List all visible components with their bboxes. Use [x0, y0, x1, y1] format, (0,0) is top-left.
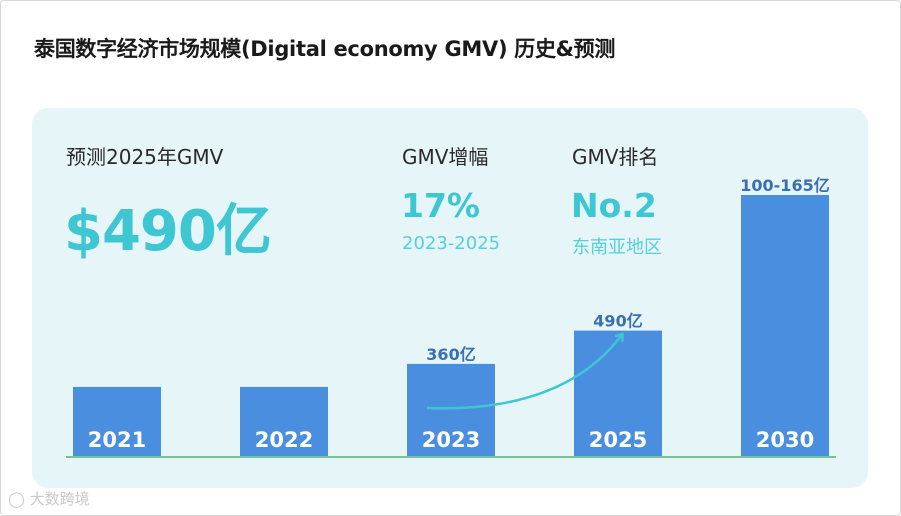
- data-label-2025: 490亿: [593, 312, 642, 331]
- x-tick-label-2022: 2022: [255, 428, 313, 452]
- bar-2023: [407, 363, 495, 456]
- growth-label: GMV增幅: [402, 145, 489, 169]
- watermark-logo-icon: ◯: [8, 490, 25, 508]
- rank-region: 东南亚地区: [572, 237, 662, 258]
- growth-period: 2023-2025: [402, 233, 501, 254]
- x-tick-label-2030: 2030: [756, 428, 814, 452]
- growth-value: 17%: [401, 186, 480, 225]
- x-tick-label-2025: 2025: [589, 428, 647, 452]
- watermark-text: 大数跨境: [29, 490, 90, 508]
- bar-2025: [574, 330, 662, 456]
- forecast-label: 预测2025年GMV: [66, 145, 224, 169]
- rank-label: GMV排名: [572, 145, 659, 169]
- bar-2022: [240, 386, 328, 456]
- rank-value: No.2: [571, 186, 657, 225]
- x-tick-label-2021: 2021: [88, 428, 146, 452]
- trend-arrow-icon: [426, 335, 622, 410]
- x-tick-label-2023: 2023: [422, 428, 480, 452]
- forecast-value: $490亿: [64, 199, 272, 264]
- data-label-2023: 360亿: [426, 345, 475, 364]
- page-title: 泰国数字经济市场规模(Digital economy GMV) 历史&预测: [34, 37, 616, 61]
- bar-2030: [741, 195, 829, 456]
- data-label-2030: 100-165亿: [740, 176, 829, 195]
- bar-2021: [73, 386, 161, 456]
- watermark: ◯ 大数跨境: [8, 488, 90, 509]
